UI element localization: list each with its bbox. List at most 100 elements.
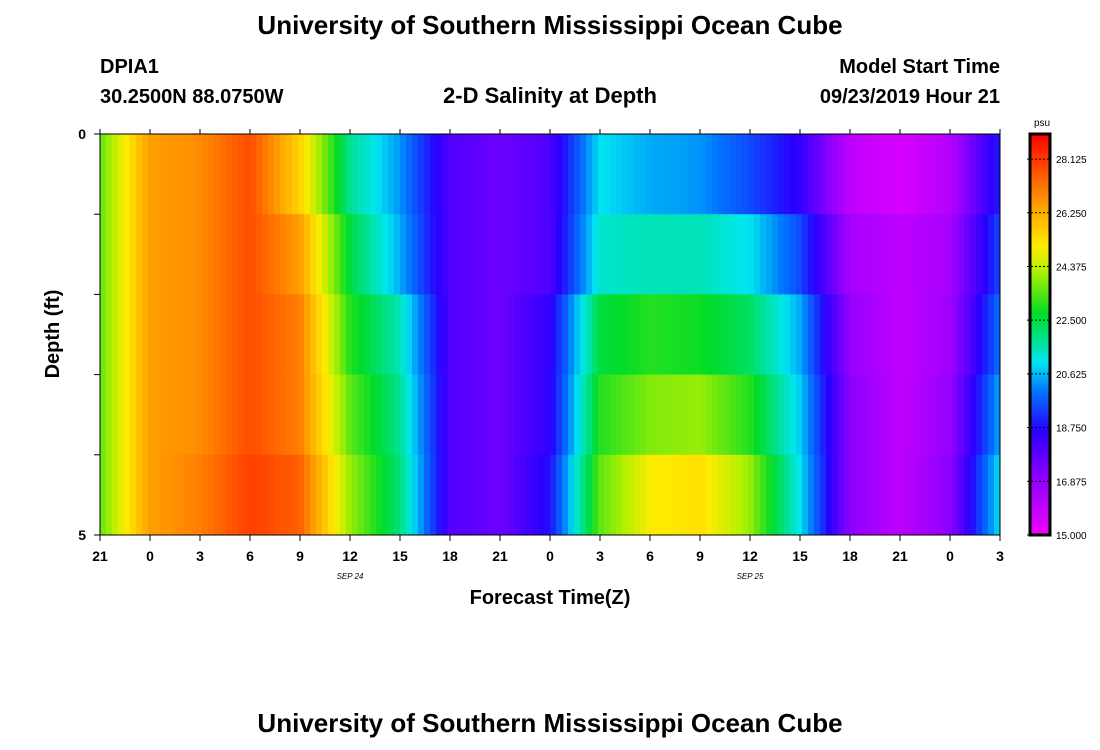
heatmap-cell	[358, 294, 365, 376]
heatmap-cell	[844, 214, 851, 295]
heatmap-cell	[268, 214, 275, 295]
heatmap-cell	[580, 134, 587, 215]
heatmap-cell	[292, 374, 299, 456]
heatmap-cell	[202, 134, 209, 215]
heatmap-cell	[958, 294, 965, 376]
heatmap-cell	[682, 294, 689, 376]
heatmap-cell	[466, 294, 473, 376]
heatmap-cell	[304, 454, 311, 535]
heatmap-cell	[886, 214, 893, 295]
heatmap-cell	[322, 214, 329, 295]
heatmap-cell	[898, 134, 905, 215]
heatmap-cell	[646, 374, 653, 456]
heatmap-cell	[742, 214, 749, 295]
heatmap-cell	[736, 454, 743, 535]
y-tick-label-top: 0	[78, 126, 86, 142]
heatmap-cell	[706, 454, 713, 535]
heatmap-cell	[712, 454, 719, 535]
heatmap-cell	[490, 214, 497, 295]
heatmap-cell	[520, 374, 527, 456]
heatmap-cell	[208, 454, 215, 535]
heatmap-cell	[700, 294, 707, 376]
heatmap-cell	[856, 454, 863, 535]
heatmap-cell	[730, 214, 737, 295]
heatmap-cell	[742, 134, 749, 215]
main-title: University of Southern Mississippi Ocean…	[257, 10, 843, 40]
heatmap-cell	[868, 294, 875, 376]
heatmap-cell	[466, 134, 473, 215]
x-tick-label: 9	[296, 548, 304, 564]
heatmap-cell	[130, 454, 137, 535]
heatmap-cell	[310, 214, 317, 295]
heatmap-cell	[364, 454, 371, 535]
heatmap-cell	[520, 294, 527, 376]
station-coords: 30.2500N 88.0750W	[100, 86, 284, 108]
heatmap-cell	[550, 294, 557, 376]
heatmap-cell	[394, 374, 401, 456]
heatmap-cell	[514, 214, 521, 295]
heatmap-cell	[286, 294, 293, 376]
heatmap-cell	[100, 294, 107, 376]
heatmap-cell	[448, 134, 455, 215]
heatmap-cell	[514, 294, 521, 376]
heatmap-cell	[808, 214, 815, 295]
heatmap-cell	[916, 294, 923, 376]
heatmap-cell	[142, 294, 149, 376]
heatmap-cell	[262, 294, 269, 376]
heatmap-cell	[418, 454, 425, 535]
heatmap-cell	[370, 214, 377, 295]
heatmap-cell	[604, 454, 611, 535]
heatmap-cell	[532, 294, 539, 376]
heatmap-cell	[832, 454, 839, 535]
heatmap-cell	[790, 134, 797, 215]
heatmap-cell	[376, 214, 383, 295]
heatmap-cell	[982, 374, 989, 456]
heatmap-cell	[898, 374, 905, 456]
heatmap-cell	[646, 214, 653, 295]
heatmap-cell	[538, 294, 545, 376]
heatmap-cell	[844, 374, 851, 456]
heatmap-cell	[892, 454, 899, 535]
heatmap-cell	[832, 374, 839, 456]
footer-title: University of Southern Mississippi Ocean…	[257, 708, 843, 738]
heatmap-cell	[796, 374, 803, 456]
heatmap-cell	[154, 374, 161, 456]
heatmap-cell	[370, 134, 377, 215]
heatmap-cell	[712, 294, 719, 376]
heatmap-cell	[136, 374, 143, 456]
heatmap-cell	[730, 374, 737, 456]
heatmap-cell	[766, 214, 773, 295]
heatmap-cell	[502, 454, 509, 535]
heatmap-cell	[208, 214, 215, 295]
heatmap-cell	[322, 374, 329, 456]
heatmap-cell	[556, 214, 563, 295]
heatmap-cell	[142, 374, 149, 456]
heatmap-cell	[184, 454, 191, 535]
heatmap-cell	[640, 454, 647, 535]
heatmap-cell	[280, 134, 287, 215]
heatmap-cell	[904, 374, 911, 456]
heatmap-cell	[556, 294, 563, 376]
heatmap-cell	[412, 454, 419, 535]
heatmap-cell	[916, 134, 923, 215]
heatmap-cell	[946, 294, 953, 376]
heatmap-cell	[592, 374, 599, 456]
heatmap-cell	[286, 134, 293, 215]
heatmap-cell	[394, 134, 401, 215]
heatmap-cell	[124, 374, 131, 456]
colorbar-gradient	[1028, 132, 1052, 537]
heatmap-cell	[556, 374, 563, 456]
heatmap-cell	[232, 294, 239, 376]
x-tick-label: 18	[442, 548, 458, 564]
heatmap-cell	[592, 214, 599, 295]
heatmap-cell	[910, 374, 917, 456]
heatmap-cell	[784, 374, 791, 456]
heatmap-cell	[934, 134, 941, 215]
heatmap-cell	[538, 134, 545, 215]
heatmap-cell	[964, 454, 971, 535]
heatmap-cell	[244, 454, 251, 535]
heatmap-cell	[442, 374, 449, 456]
heatmap-cell	[820, 214, 827, 295]
heatmap-cell	[232, 214, 239, 295]
heatmap-cell	[988, 214, 995, 295]
